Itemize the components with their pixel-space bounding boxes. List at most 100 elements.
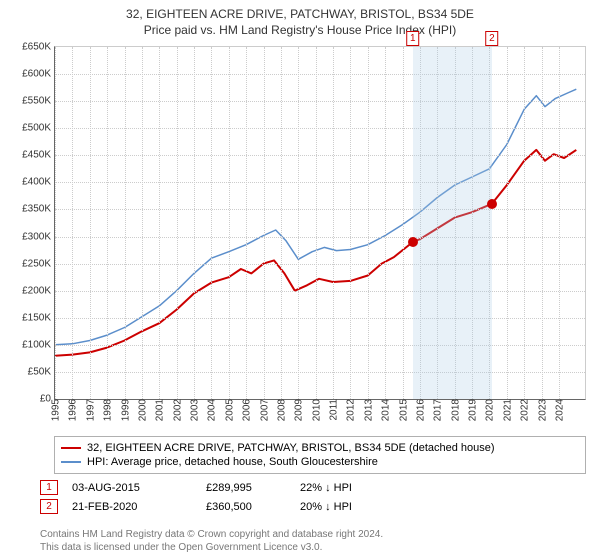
ytick-label: £350K [22,204,55,215]
gridline-v [507,47,508,399]
gridline-v [90,47,91,399]
gridline-h [55,101,585,102]
xtick-label: 2024 [552,399,565,421]
gridline-v [298,47,299,399]
gridline-v [524,47,525,399]
ytick-label: £650K [22,42,55,53]
xtick-label: 1999 [118,399,131,421]
xtick-label: 2015 [396,399,409,421]
footer-line2: This data is licensed under the Open Gov… [40,541,586,554]
sale-index-label-1: 1 [406,31,420,46]
xtick-label: 2006 [240,399,253,421]
sales-row-date: 03-AUG-2015 [72,482,192,494]
gridline-v [159,47,160,399]
gridline-h [55,372,585,373]
gridline-v [246,47,247,399]
legend-row: HPI: Average price, detached house, Sout… [61,455,579,469]
sales-table: 1 03-AUG-2015 £289,995 22% ↓ HPI 2 21-FEB-202… [40,478,586,516]
gridline-h [55,74,585,75]
chart-plot-area: £0£50K£100K£150K£200K£250K£300K£350K£400… [54,46,586,400]
xtick-label: 2016 [413,399,426,421]
gridline-v [107,47,108,399]
ytick-label: £200K [22,285,55,296]
sales-row-price: £289,995 [206,482,286,494]
xtick-label: 2003 [188,399,201,421]
gridline-v [211,47,212,399]
sales-row-delta: 20% ↓ HPI [300,501,400,513]
gridline-v [350,47,351,399]
sales-row-price: £360,500 [206,501,286,513]
xtick-label: 2008 [274,399,287,421]
xtick-label: 2001 [153,399,166,421]
ytick-label: £550K [22,96,55,107]
xtick-label: 2021 [500,399,513,421]
xtick-label: 1996 [66,399,79,421]
xtick-label: 2011 [327,399,340,421]
ytick-label: £300K [22,231,55,242]
footer-line1: Contains HM Land Registry data © Crown c… [40,528,586,541]
gridline-h [55,318,585,319]
xtick-label: 2013 [361,399,374,421]
xtick-label: 1998 [101,399,114,421]
ytick-label: £250K [22,258,55,269]
ytick-label: £400K [22,177,55,188]
sale-index-label-2: 2 [485,31,499,46]
xtick-label: 2005 [222,399,235,421]
ytick-label: £150K [22,312,55,323]
xtick-label: 2019 [466,399,479,421]
title-line1: 32, EIGHTEEN ACRE DRIVE, PATCHWAY, BRIST… [0,6,600,22]
gridline-v [194,47,195,399]
legend-swatch [61,447,81,449]
xtick-label: 1995 [49,399,62,421]
sale-marker-1 [408,237,418,247]
sales-row-date: 21-FEB-2020 [72,501,192,513]
gridline-h [55,345,585,346]
gridline-v [316,47,317,399]
legend-text: 32, EIGHTEEN ACRE DRIVE, PATCHWAY, BRIST… [87,442,495,454]
gridline-v [72,47,73,399]
ytick-label: £500K [22,123,55,134]
gridline-h [55,155,585,156]
ytick-label: £450K [22,150,55,161]
gridline-h [55,209,585,210]
xtick-label: 2002 [170,399,183,421]
xtick-label: 2004 [205,399,218,421]
xtick-label: 2018 [448,399,461,421]
sales-row-delta: 22% ↓ HPI [300,482,400,494]
gridline-h [55,264,585,265]
gridline-v [142,47,143,399]
chart-title: 32, EIGHTEEN ACRE DRIVE, PATCHWAY, BRIST… [0,0,600,38]
xtick-label: 2012 [344,399,357,421]
legend-box: 32, EIGHTEEN ACRE DRIVE, PATCHWAY, BRIST… [54,436,586,474]
gridline-v [229,47,230,399]
chart-lines-svg [55,47,585,399]
gridline-h [55,128,585,129]
xtick-label: 2000 [135,399,148,421]
legend-text: HPI: Average price, detached house, Sout… [87,456,378,468]
gridline-v [385,47,386,399]
sales-row: 1 03-AUG-2015 £289,995 22% ↓ HPI [40,478,586,497]
gridline-v [177,47,178,399]
footer-attribution: Contains HM Land Registry data © Crown c… [40,528,586,554]
sales-row-index: 1 [40,480,58,495]
gridline-v [125,47,126,399]
gridline-h [55,291,585,292]
xtick-label: 2017 [431,399,444,421]
sales-row-index: 2 [40,499,58,514]
xtick-label: 2023 [535,399,548,421]
ytick-label: £600K [22,69,55,80]
gridline-v [333,47,334,399]
xtick-label: 2022 [518,399,531,421]
gridline-v [55,47,56,399]
xtick-label: 1997 [83,399,96,421]
legend-row: 32, EIGHTEEN ACRE DRIVE, PATCHWAY, BRIST… [61,441,579,455]
legend-swatch [61,461,81,463]
sales-row: 2 21-FEB-2020 £360,500 20% ↓ HPI [40,497,586,516]
highlight-band [413,47,492,399]
gridline-v [542,47,543,399]
gridline-v [264,47,265,399]
gridline-v [368,47,369,399]
xtick-label: 2020 [483,399,496,421]
xtick-label: 2014 [379,399,392,421]
title-line2: Price paid vs. HM Land Registry's House … [0,22,600,38]
